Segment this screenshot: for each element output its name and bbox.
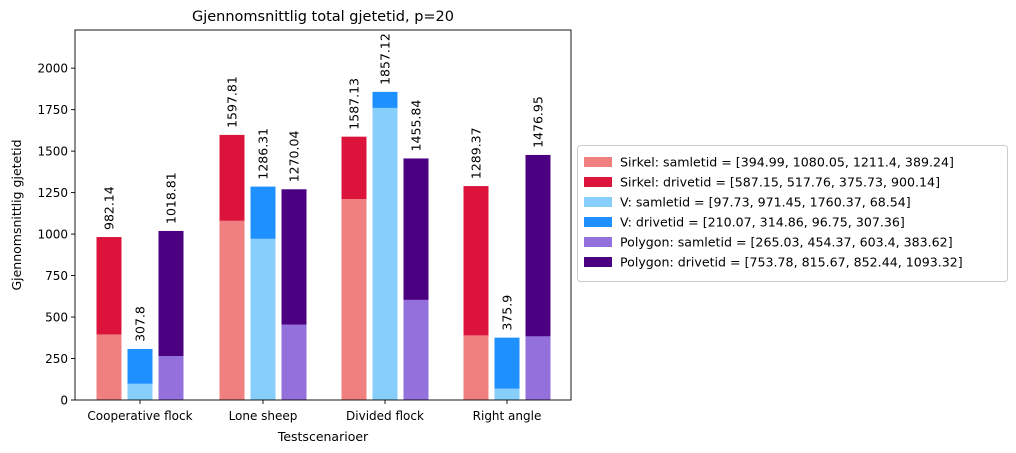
- y-axis: 0 250 500 750 1000 1250 1500 1750 2000: [37, 61, 75, 407]
- bar-v-samletid-3: [494, 388, 520, 400]
- legend-entry: Polygon: samletid = [265.03, 454.37, 603…: [620, 235, 953, 250]
- bar-sirkel-samletid-0: [96, 334, 122, 400]
- bar-polygon-drivetid-1: [281, 189, 307, 325]
- y-tick-label: 500: [45, 310, 68, 324]
- bar-total-label: 307.8: [133, 306, 148, 342]
- y-tick-label: 1250: [37, 186, 68, 200]
- legend-entry: V: drivetid = [210.07, 314.86, 96.75, 30…: [620, 215, 905, 230]
- legend-swatch: [584, 217, 612, 227]
- bar-sirkel-drivetid-2: [341, 136, 367, 199]
- bar-v-drivetid-2: [372, 91, 398, 108]
- plot-frame: [74, 29, 572, 401]
- x-axis-title: Testscenarioer: [277, 429, 369, 444]
- legend-entry: V: samletid = [97.73, 971.45, 1760.37, 6…: [620, 195, 911, 210]
- legend-swatch: [584, 197, 612, 207]
- bar-sirkel-samletid-2: [341, 199, 367, 400]
- bar-v-drivetid-1: [250, 186, 276, 239]
- legend-entry: Polygon: drivetid = [753.78, 815.67, 852…: [620, 255, 963, 270]
- bar-total-label: 1597.81: [225, 76, 240, 128]
- bar-v-drivetid-3: [494, 337, 520, 389]
- x-axis: Cooperative flock Lone sheep Divided flock…: [87, 400, 541, 423]
- legend-swatch: [584, 177, 612, 187]
- bar-v-drivetid-0: [127, 348, 153, 384]
- bar-v-samletid-0: [127, 383, 153, 400]
- bar-polygon-drivetid-3: [525, 154, 551, 337]
- legend-swatch: [584, 157, 612, 167]
- bar-sirkel-drivetid-1: [219, 134, 245, 221]
- bar-total-label: 1857.12: [378, 33, 393, 85]
- x-tick-label: Right angle: [473, 409, 542, 423]
- bar-sirkel-drivetid-3: [463, 186, 489, 336]
- bar-v-samletid-2: [372, 107, 398, 401]
- y-tick-label: 1500: [37, 144, 68, 158]
- bar-sirkel-samletid-3: [463, 335, 489, 400]
- bar-total-label: 1587.13: [347, 78, 362, 130]
- bar-total-label: 1270.04: [287, 131, 302, 183]
- bar-total-label: 1286.31: [256, 128, 271, 180]
- bar-polygon-samletid-0: [158, 356, 184, 400]
- y-tick-label: 1000: [37, 227, 68, 241]
- y-axis-title: Gjennomsnittlig gjetetid: [9, 139, 24, 290]
- plot-area: 982.14 1597.81 1587.13 1289.37 307.8 1286.31 1…: [74, 29, 572, 401]
- bar-polygon-drivetid-2: [403, 158, 429, 300]
- legend-entry: Sirkel: samletid = [394.99, 1080.05, 121…: [620, 155, 954, 170]
- bar-polygon-drivetid-0: [158, 230, 184, 357]
- x-tick-label: Lone sheep: [229, 409, 298, 423]
- bar-v-samletid-1: [250, 238, 276, 400]
- bar-total-label: 1455.84: [409, 100, 424, 152]
- bar-polygon-samletid-3: [525, 336, 551, 400]
- chart-title: Gjennomsnittlig total gjetetid, p=20: [192, 9, 454, 25]
- bar-sirkel-drivetid-0: [96, 237, 122, 335]
- y-tick-label: 750: [45, 269, 68, 283]
- bar-total-label: 982.14: [102, 186, 117, 230]
- legend-swatch: [584, 237, 612, 247]
- bar-total-label: 375.9: [500, 295, 515, 331]
- bar-total-label: 1289.37: [469, 127, 484, 179]
- bar-sirkel-samletid-1: [219, 220, 245, 400]
- bar-total-label: 1476.95: [531, 96, 546, 148]
- bar-total-label: 1018.81: [164, 172, 179, 224]
- x-tick-label: Divided flock: [346, 409, 424, 423]
- y-tick-label: 0: [60, 393, 68, 407]
- legend-swatch: [584, 257, 612, 267]
- legend-entry: Sirkel: drivetid = [587.15, 517.76, 375.…: [620, 175, 940, 190]
- y-tick-label: 250: [45, 352, 68, 366]
- x-tick-label: Cooperative flock: [87, 409, 192, 423]
- bar-polygon-samletid-2: [403, 299, 429, 400]
- y-tick-label: 2000: [37, 61, 68, 75]
- bar-polygon-samletid-1: [281, 324, 307, 400]
- legend: Sirkel: samletid = [394.99, 1080.05, 121…: [577, 145, 1008, 282]
- legend-frame: [577, 145, 1008, 282]
- y-tick-label: 1750: [37, 103, 68, 117]
